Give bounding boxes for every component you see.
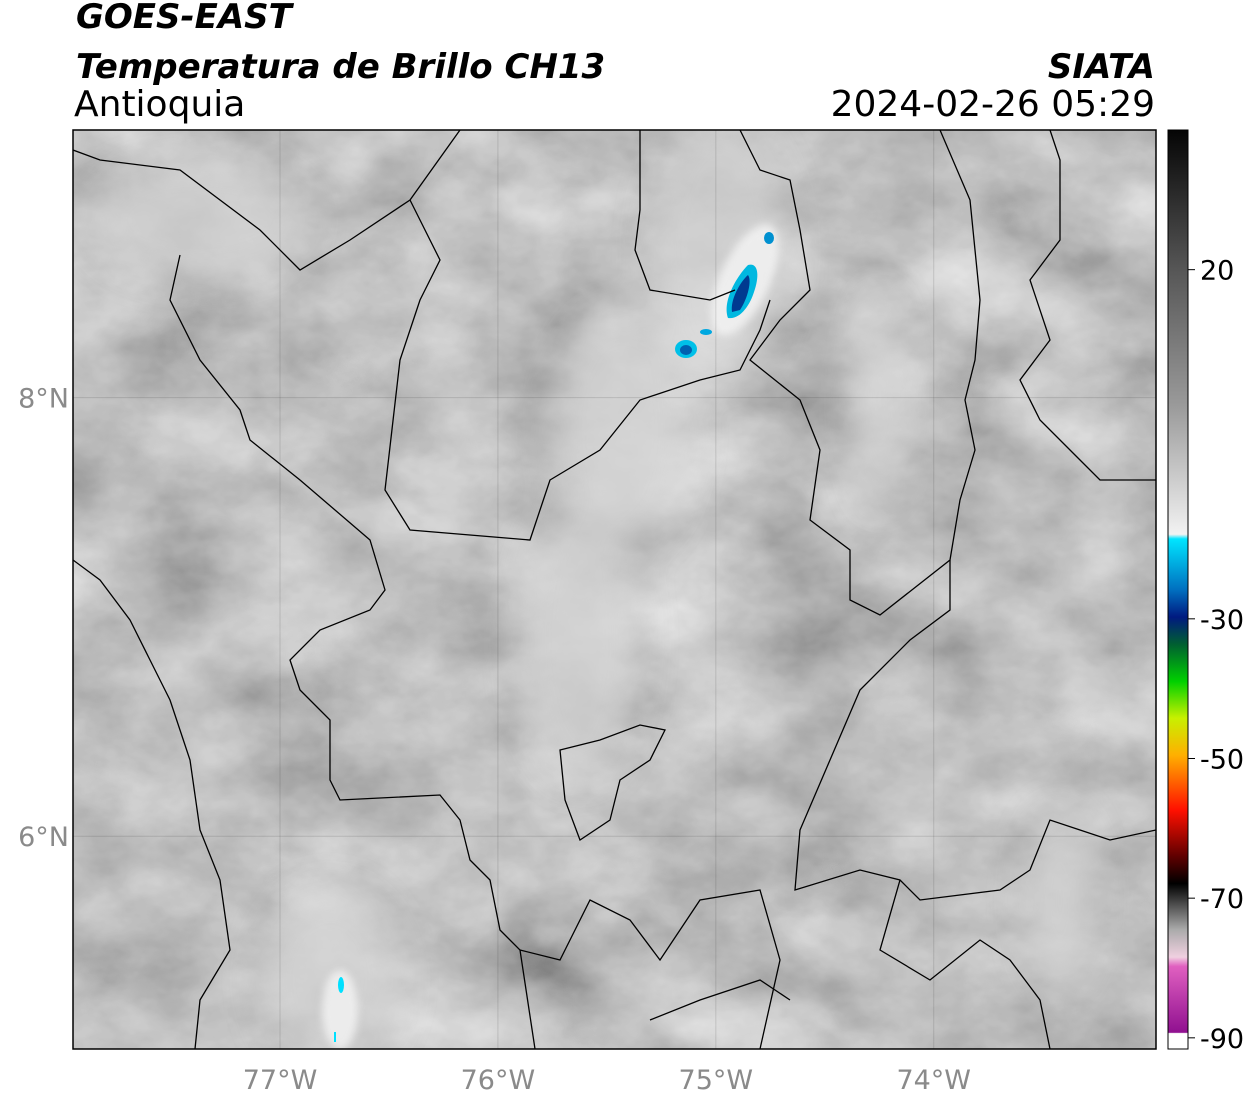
colorbar-tick-label: 20 bbox=[1200, 256, 1234, 287]
colorbar-tick-label: -50 bbox=[1200, 744, 1244, 775]
colorbar bbox=[1167, 129, 1189, 1050]
product-title: Temperatura de Brillo CH13 bbox=[76, 47, 605, 87]
satellite-image bbox=[73, 130, 1156, 1049]
map-frame bbox=[72, 129, 1157, 1050]
x-tick-label: 74°W bbox=[896, 1065, 971, 1096]
x-tick-label: 76°W bbox=[461, 1065, 536, 1096]
y-tick-label: 8°N bbox=[18, 384, 69, 415]
region-label: Antioquia bbox=[74, 84, 245, 125]
datetime-label: 2024-02-26 05:29 bbox=[831, 84, 1155, 125]
colorbar-tick-label: -30 bbox=[1200, 605, 1244, 636]
x-tick-label: 75°W bbox=[679, 1065, 754, 1096]
source-label: SIATA bbox=[1048, 47, 1155, 87]
y-tick-label: 6°N bbox=[18, 822, 69, 853]
cold-cloud-tops bbox=[334, 232, 774, 1042]
borders bbox=[73, 130, 1156, 1049]
x-tick-label: 77°W bbox=[243, 1065, 318, 1096]
satellite-title: GOES-EAST bbox=[76, 0, 295, 37]
colorbar-tick-label: -90 bbox=[1200, 1024, 1244, 1055]
colorbar-tick-label: -70 bbox=[1200, 884, 1244, 915]
